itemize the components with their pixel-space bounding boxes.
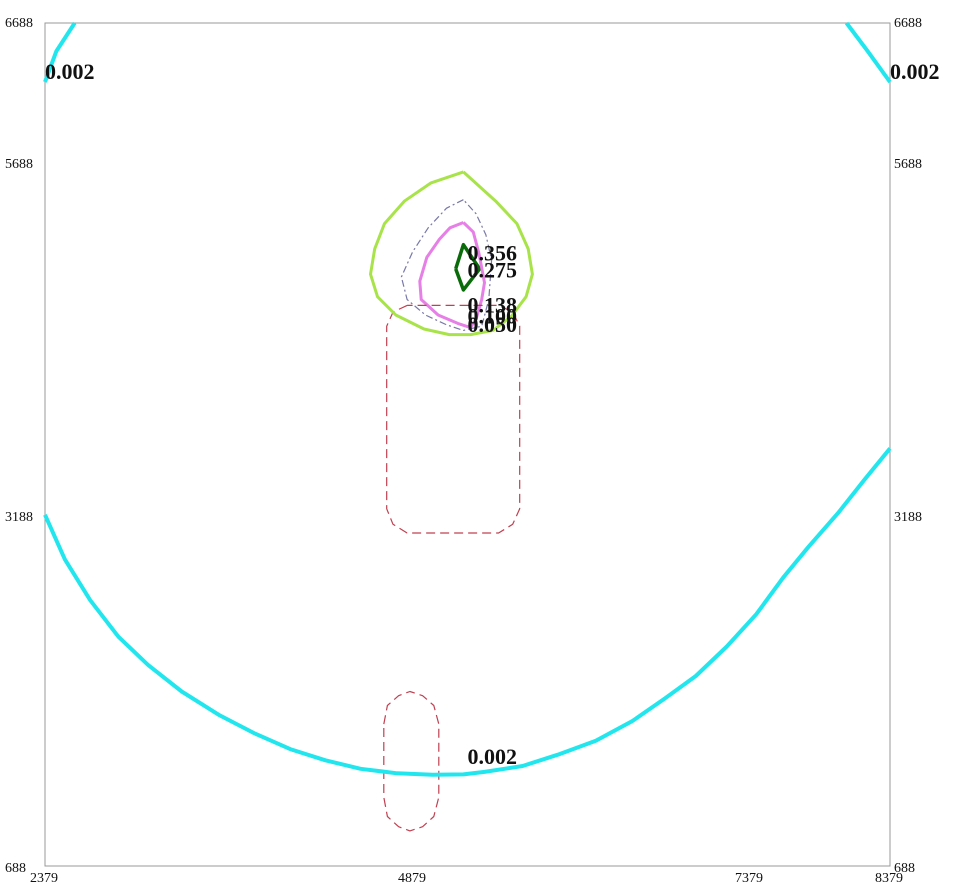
contour-label-0-356-0: 0.356	[468, 240, 518, 265]
contour-layer	[43, 21, 892, 832]
y-tick-label-left-5688: 5688	[5, 157, 33, 172]
contour-label-0-002-6: 0.002	[468, 744, 518, 769]
contour-line-0-050-5	[369, 170, 534, 337]
contour-label-0-275-1: 0.275	[468, 257, 518, 282]
contour-line-0-002-6	[43, 447, 892, 777]
contour-label-0-002-7: 0.002	[45, 59, 95, 84]
plot-frame	[44, 22, 891, 867]
contour-label-0-138-2: 0.138	[468, 292, 518, 317]
x-tick-label-7379: 7379	[735, 871, 763, 884]
x-tick-label-8379: 8379	[875, 871, 903, 884]
contour-label-0-002-8: 0.002	[890, 59, 940, 84]
contour-line-0-100-3	[386, 304, 521, 534]
x-tick-label-2379: 2379	[30, 871, 58, 884]
y-tick-label-right-688: 688	[894, 861, 915, 876]
y-tick-label-right-6688: 6688	[894, 16, 922, 31]
y-tick-label-right-5688: 5688	[894, 157, 922, 172]
contour-line-0-356-0	[454, 242, 482, 292]
contour-line-0-138-2	[400, 199, 493, 331]
y-tick-label-left-6688: 6688	[5, 16, 33, 31]
y-tick-label-left-688: 688	[5, 861, 26, 876]
contour-line-0-275-1	[418, 221, 486, 330]
y-tick-label-left-3188: 3188	[5, 510, 33, 525]
contour-line-0-002-7	[43, 21, 77, 83]
contour-line-0-002-8	[844, 21, 892, 84]
contour-label-0-050-5: 0.050	[468, 312, 518, 337]
contour-line-0-100-4	[383, 690, 440, 832]
contour-label-0-100-3: 0.100	[468, 304, 518, 329]
y-tick-label-right-3188: 3188	[894, 510, 922, 525]
x-tick-label-4879: 4879	[398, 871, 426, 884]
